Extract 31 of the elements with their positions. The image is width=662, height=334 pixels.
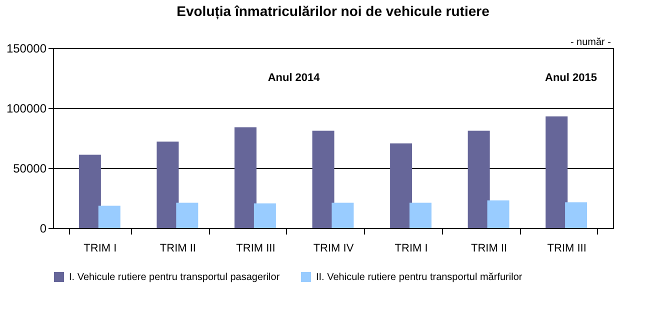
bar [234, 127, 256, 228]
bar [487, 200, 510, 228]
x-tick-label: TRIM I [394, 242, 428, 254]
bar [78, 154, 101, 228]
x-tick-label: TRIM III [547, 242, 586, 254]
x-tick-label: TRIM IV [313, 242, 354, 254]
chart-title: Evoluția înmatriculărilor noi de vehicule rutiere [176, 3, 490, 20]
y-tick-label: 150000 [6, 42, 47, 56]
text: - număr - [570, 37, 611, 48]
x-tick-label: TRIM III [236, 242, 276, 254]
bar [98, 206, 120, 228]
y-tick-label: 50000 [13, 162, 47, 176]
annotation: Anul 2014 [268, 72, 321, 84]
legend-label: II. Vehicule rutiere pentru transportul mărfurilor [316, 272, 523, 283]
legend-label: I. Vehicule rutiere pentru transportul pasagerilor [69, 272, 280, 283]
annotation: Anul 2015 [545, 72, 597, 84]
bar [565, 202, 588, 228]
x-tick-label: TRIM I [84, 242, 117, 254]
bar [468, 130, 490, 228]
bar [312, 130, 334, 228]
bar [546, 116, 568, 228]
x-tick-label: TRIM II [160, 242, 196, 254]
x-tick-label: TRIM II [471, 242, 508, 254]
bar [390, 143, 412, 228]
bar [254, 203, 276, 228]
y-tick-label: 100000 [6, 102, 47, 116]
bar [156, 142, 179, 228]
y-tick-label: 0 [40, 222, 47, 236]
bar [176, 202, 198, 228]
bar [332, 202, 354, 228]
bar [410, 202, 432, 228]
